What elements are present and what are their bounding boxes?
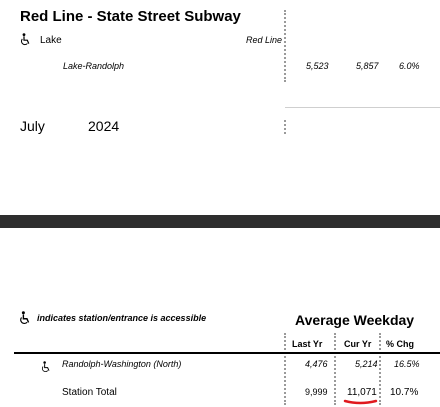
section-title: Red Line - State Street Subway — [20, 8, 241, 25]
table-row-pct-chg: 16.5% — [394, 359, 420, 369]
entrance-pct-chg: 6.0% — [399, 61, 420, 71]
station-name: Lake — [40, 35, 62, 46]
header-rule — [14, 352, 440, 354]
header-cur-yr: Cur Yr — [344, 339, 372, 349]
section-divider — [285, 107, 440, 108]
column-divider — [284, 120, 286, 134]
accessible-icon — [41, 361, 52, 374]
header-pct-chg: % Chg — [386, 339, 414, 349]
total-last-yr: 9,999 — [305, 387, 328, 397]
column-divider — [284, 333, 286, 405]
highlight-underline — [343, 399, 378, 405]
total-pct-chg: 10.7% — [390, 387, 419, 398]
entrance-name: Lake-Randolph — [63, 61, 125, 71]
entrance-last-yr: 5,523 — [306, 61, 329, 71]
page-separator-band — [0, 215, 440, 228]
header-last-yr: Last Yr — [292, 339, 323, 349]
table-row-name: Randolph-Washington (North) — [62, 359, 182, 369]
total-cur-yr: 11,071 — [347, 387, 377, 398]
column-divider — [334, 333, 336, 405]
entrance-cur-yr: 5,857 — [356, 61, 379, 71]
accessible-icon — [19, 311, 30, 325]
column-divider — [379, 333, 381, 405]
table-row-last-yr: 4,476 — [305, 359, 328, 369]
period-year: 2024 — [88, 118, 120, 134]
accessible-icon — [20, 33, 31, 46]
legend-text: indicates station/entrance is accessible — [37, 313, 207, 323]
column-divider — [284, 10, 286, 82]
period-month: July — [20, 118, 45, 134]
table-title: Average Weekday — [295, 312, 415, 328]
line-name: Red Line — [246, 35, 283, 45]
total-row-name: Station Total — [62, 387, 117, 398]
table-row-cur-yr: 5,214 — [355, 359, 378, 369]
